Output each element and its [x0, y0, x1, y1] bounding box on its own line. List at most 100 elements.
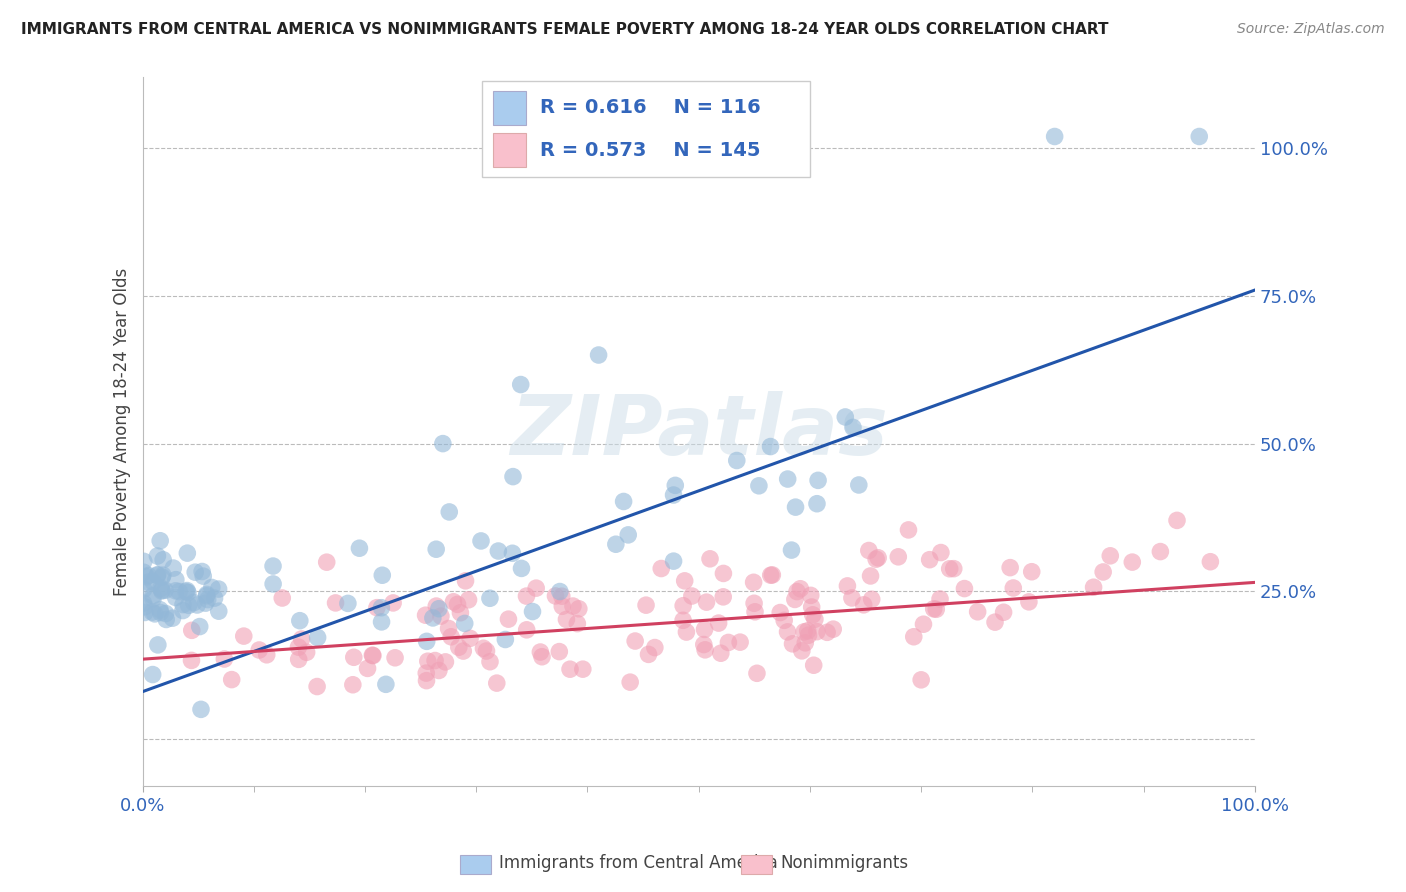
Point — [605, 537, 627, 551]
Point — [637, 648, 659, 662]
Text: R = 0.616    N = 116: R = 0.616 N = 116 — [540, 98, 761, 118]
Point — [262, 577, 284, 591]
Point — [942, 562, 965, 576]
Point — [172, 603, 194, 617]
Point — [176, 546, 198, 560]
Point — [247, 643, 270, 657]
Point — [675, 625, 697, 640]
Point — [349, 541, 371, 556]
Point — [789, 582, 811, 596]
Point — [451, 644, 474, 658]
Point — [1188, 129, 1211, 144]
Text: Source: ZipAtlas.com: Source: ZipAtlas.com — [1237, 22, 1385, 37]
Point — [134, 599, 156, 614]
Point — [568, 601, 591, 615]
Point — [1018, 595, 1040, 609]
Point — [717, 635, 740, 649]
Point — [834, 409, 856, 424]
Point — [177, 599, 200, 613]
Point — [548, 644, 571, 658]
Point — [486, 544, 509, 558]
Point — [887, 549, 910, 564]
Point — [761, 568, 783, 582]
Point — [361, 648, 384, 663]
Point — [135, 570, 157, 584]
Point — [315, 555, 337, 569]
Point — [551, 599, 574, 614]
Point — [287, 640, 309, 655]
Point — [472, 641, 495, 656]
Point — [782, 637, 804, 651]
Point — [165, 583, 187, 598]
Point — [790, 644, 813, 658]
Point — [146, 638, 169, 652]
Point — [184, 565, 207, 579]
Point — [180, 624, 202, 638]
Point — [454, 616, 477, 631]
Point — [806, 497, 828, 511]
Point — [454, 574, 477, 588]
Point — [617, 528, 640, 542]
Point — [146, 568, 169, 582]
Point — [150, 583, 173, 598]
Point — [1092, 565, 1115, 579]
Point — [662, 488, 685, 502]
Point — [713, 566, 735, 581]
Point — [796, 624, 818, 638]
Point — [142, 667, 165, 681]
Point — [134, 606, 156, 620]
Point — [1099, 549, 1122, 563]
Point — [194, 596, 217, 610]
Point — [370, 600, 392, 615]
Point — [918, 552, 941, 566]
Point — [494, 632, 516, 647]
Point — [142, 589, 165, 603]
Point — [912, 617, 935, 632]
Point — [415, 608, 437, 623]
Point — [132, 596, 155, 610]
Point — [325, 596, 347, 610]
Point — [188, 619, 211, 633]
Point — [922, 602, 945, 616]
Text: Nonimmigrants: Nonimmigrants — [780, 854, 908, 871]
Point — [699, 551, 721, 566]
Point — [153, 583, 176, 598]
Point — [984, 615, 1007, 629]
Point — [207, 582, 229, 596]
Point — [744, 605, 766, 619]
Point — [672, 613, 695, 627]
Point — [180, 653, 202, 667]
Point — [510, 561, 533, 575]
Point — [382, 596, 405, 610]
Point — [624, 634, 647, 648]
Point — [415, 673, 437, 688]
Point — [470, 533, 492, 548]
Point — [287, 652, 309, 666]
Point — [149, 606, 172, 620]
Point — [155, 612, 177, 626]
Point — [1121, 555, 1143, 569]
Point — [356, 661, 378, 675]
Point — [634, 598, 657, 612]
Point — [711, 590, 734, 604]
Point — [929, 545, 952, 559]
Point — [172, 598, 194, 612]
Point — [136, 568, 159, 582]
Point — [619, 675, 641, 690]
Point — [742, 596, 765, 610]
Point — [1083, 580, 1105, 594]
Point — [427, 601, 450, 615]
Point — [1149, 544, 1171, 558]
Point — [295, 645, 318, 659]
Point — [155, 607, 177, 621]
Point — [336, 596, 359, 610]
Point — [191, 565, 214, 579]
Point — [361, 648, 384, 663]
Point — [938, 562, 960, 576]
Point — [793, 624, 815, 639]
Point — [439, 505, 461, 519]
Point — [149, 602, 172, 616]
Point — [288, 614, 311, 628]
Point — [370, 615, 392, 629]
Point — [498, 612, 520, 626]
